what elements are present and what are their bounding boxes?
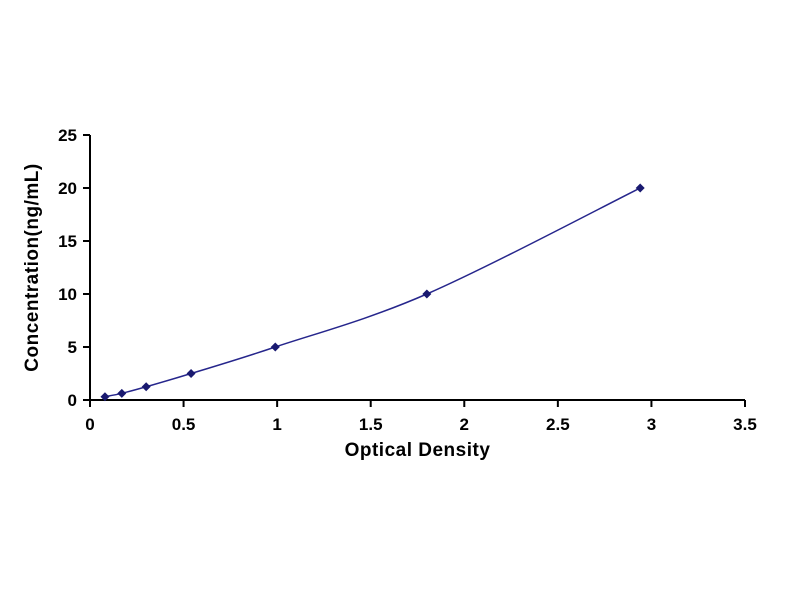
x-tick-label: 3 (647, 415, 656, 434)
y-tick-label: 15 (58, 232, 77, 251)
x-tick-label: 3.5 (733, 415, 757, 434)
y-axis-label: Concentration(ng/mL) (22, 163, 43, 372)
x-tick-label: 1 (272, 415, 281, 434)
data-point-marker (100, 392, 110, 402)
x-tick-label: 2 (460, 415, 469, 434)
x-tick-label: 2.5 (546, 415, 570, 434)
x-tick-label: 0.5 (172, 415, 196, 434)
y-tick-label: 25 (58, 126, 77, 145)
data-point-marker (117, 388, 127, 398)
data-point-marker (635, 183, 645, 193)
series-line (104, 187, 641, 398)
data-point-marker (186, 369, 196, 378)
x-tick-label: 0 (85, 415, 94, 434)
data-point-marker (270, 342, 280, 352)
y-tick-label: 5 (68, 338, 77, 357)
y-tick-label: 20 (58, 179, 77, 198)
y-tick-label: 10 (58, 285, 77, 304)
y-tick-label: 0 (68, 391, 77, 410)
data-point-marker (141, 382, 151, 392)
data-point-marker (422, 289, 432, 299)
x-axis-label: Optical Density (344, 440, 491, 461)
x-tick-label: 1.5 (359, 415, 383, 434)
